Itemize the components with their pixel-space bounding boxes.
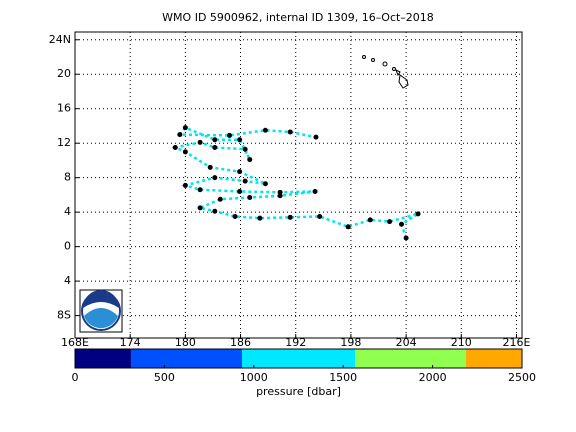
float-position [415, 211, 421, 217]
float-position [197, 187, 203, 193]
colorbar-tick-label: 500 [154, 371, 175, 384]
colorbar-frame [74, 348, 523, 369]
logo-sea [84, 308, 118, 329]
float-position [227, 132, 233, 138]
float-position [197, 205, 203, 211]
float-position [207, 164, 213, 170]
float-position [237, 188, 243, 194]
float-position [345, 224, 351, 230]
y-tick-label: 8 [64, 171, 71, 184]
float-position [403, 235, 409, 241]
colorbar-tick-label: 0 [72, 371, 79, 384]
float-position [387, 219, 393, 225]
float-position [172, 145, 178, 151]
y-tick-label: 0 [64, 240, 71, 253]
logo-sky [83, 290, 119, 308]
float-position [287, 214, 293, 220]
y-tick-label: 24N [49, 33, 71, 46]
float-position [182, 149, 188, 155]
x-tick-label: 180 [175, 336, 196, 349]
float-position [247, 157, 253, 163]
colorbar-segment [355, 349, 467, 368]
float-position [257, 215, 263, 221]
float-position [277, 193, 283, 199]
x-tick-label: 186 [230, 336, 251, 349]
float-position [242, 178, 248, 184]
float-position [237, 137, 243, 143]
y-tick-label: 20 [57, 67, 71, 80]
colorbar-tick-label: 1500 [329, 371, 357, 384]
x-tick-label: 174 [120, 336, 141, 349]
y-tick-label: 8S [57, 309, 71, 322]
float-position [232, 213, 238, 219]
colorbar-label: pressure [dbar] [256, 385, 341, 398]
y-tick-label: 4 [64, 205, 71, 218]
hawaii-islands [362, 55, 409, 89]
chart-title: WMO ID 5900962, internal ID 1309, 16–Oct… [162, 11, 434, 24]
float-position [217, 196, 223, 202]
float-position [197, 139, 203, 145]
float-position [237, 169, 243, 175]
float-position [212, 175, 218, 181]
y-tick-label: 12 [57, 136, 71, 149]
float-position [277, 189, 283, 195]
float-position [262, 127, 268, 133]
y-tick-label: 4 [64, 274, 71, 287]
float-position [212, 145, 218, 151]
x-tick-label: 198 [340, 336, 361, 349]
float-position [182, 125, 188, 131]
float-position [312, 188, 318, 194]
colorbar-segment [241, 349, 356, 368]
plot-frame [74, 31, 523, 339]
x-tick-label: 192 [285, 336, 306, 349]
x-tick-label: 216E [503, 336, 531, 349]
float-position [182, 182, 188, 188]
plot-area [74, 32, 522, 338]
float-position [212, 137, 218, 143]
noaa-logo [79, 289, 123, 333]
float-position [242, 146, 248, 152]
float-position [212, 208, 218, 214]
x-tick-label: 210 [451, 336, 472, 349]
colorbar-segment [130, 349, 242, 368]
float-position [287, 129, 293, 135]
y-tick-label: 16 [57, 102, 71, 115]
float-position [262, 181, 268, 187]
float-position [317, 213, 323, 219]
x-tick-label: 204 [396, 336, 417, 349]
float-position [177, 132, 183, 138]
float-position [399, 221, 405, 227]
colorbar-tick-label: 2500 [508, 371, 536, 384]
x-tick-label: 168E [61, 336, 89, 349]
float-position [247, 194, 253, 200]
colorbar-tick-label: 2000 [419, 371, 447, 384]
colorbar-segment [466, 349, 522, 368]
colorbar-segment [75, 349, 131, 368]
colorbar-tick-label: 1000 [240, 371, 268, 384]
float-position [313, 134, 319, 140]
float-position [367, 217, 373, 223]
